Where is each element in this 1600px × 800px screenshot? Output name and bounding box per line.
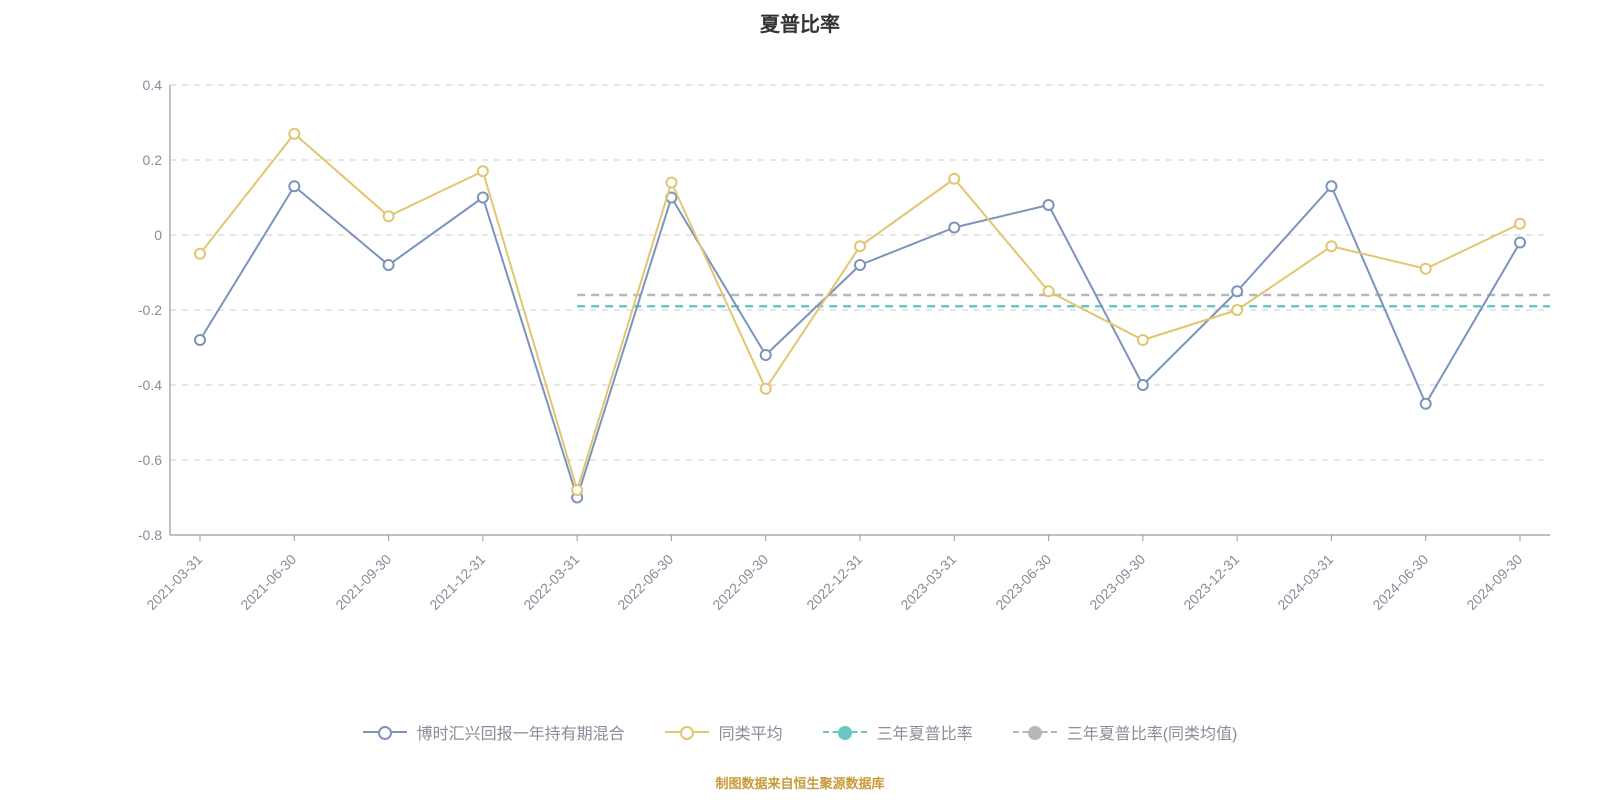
plot-area xyxy=(170,85,1550,535)
y-tick-label: 0 xyxy=(112,227,162,243)
x-tick-label: 2021-09-30 xyxy=(332,551,394,613)
x-tick-label: 2022-03-31 xyxy=(520,551,582,613)
series-marker xyxy=(761,350,771,360)
legend-marker xyxy=(838,726,852,740)
series-marker xyxy=(1515,219,1525,229)
x-tick-label: 2022-12-31 xyxy=(803,551,865,613)
legend-swatch xyxy=(665,731,709,733)
x-tick-label: 2021-06-30 xyxy=(238,551,300,613)
legend-marker xyxy=(1028,726,1042,740)
x-tick-label: 2023-09-30 xyxy=(1086,551,1148,613)
y-tick-label: 0.2 xyxy=(112,152,162,168)
series-marker xyxy=(1138,380,1148,390)
series-marker xyxy=(384,211,394,221)
series-marker xyxy=(1232,305,1242,315)
legend-label: 三年夏普比率 xyxy=(877,720,973,744)
x-tick-label: 2024-09-30 xyxy=(1463,551,1525,613)
plot-svg xyxy=(170,85,1550,535)
series-marker xyxy=(1421,264,1431,274)
y-tick-label: 0.4 xyxy=(112,77,162,93)
legend-label: 博时汇兴回报一年持有期混合 xyxy=(417,720,625,744)
sharpe-ratio-chart: 夏普比率 -0.8 -0.6 -0.4 -0.2 0 0.2 0.4 2021-03-31 2… xyxy=(0,0,1600,800)
series-marker xyxy=(1326,241,1336,251)
legend-label: 同类平均 xyxy=(719,720,783,744)
series-marker xyxy=(195,335,205,345)
legend-item: 三年夏普比率(同类均值) xyxy=(1013,720,1238,744)
legend-label: 三年夏普比率(同类均值) xyxy=(1067,720,1238,744)
chart-title: 夏普比率 xyxy=(0,8,1600,37)
legend-item: 同类平均 xyxy=(665,720,783,744)
legend: 博时汇兴回报一年持有期混合 同类平均 三年夏普比率 三年夏普比率(同类均值) xyxy=(0,720,1600,744)
legend-swatch xyxy=(823,731,867,733)
y-tick-label: -0.6 xyxy=(112,452,162,468)
x-tick-label: 2024-03-31 xyxy=(1275,551,1337,613)
y-tick-label: -0.4 xyxy=(112,377,162,393)
series-marker xyxy=(666,178,676,188)
series-marker xyxy=(289,181,299,191)
legend-marker xyxy=(378,726,392,740)
series-marker xyxy=(761,384,771,394)
x-tick-label: 2023-03-31 xyxy=(898,551,960,613)
chart-footer: 制图数据来自恒生聚源数据库 xyxy=(0,773,1600,792)
x-tick-label: 2021-03-31 xyxy=(143,551,205,613)
legend-swatch xyxy=(363,731,407,733)
series-marker xyxy=(478,166,488,176)
x-tick-label: 2023-12-31 xyxy=(1180,551,1242,613)
legend-item: 博时汇兴回报一年持有期混合 xyxy=(363,720,625,744)
x-tick-label: 2022-09-30 xyxy=(709,551,771,613)
series-marker xyxy=(1421,399,1431,409)
series-marker xyxy=(949,223,959,233)
series-marker xyxy=(855,241,865,251)
x-tick-label: 2023-06-30 xyxy=(992,551,1054,613)
y-tick-label: -0.2 xyxy=(112,302,162,318)
series-marker xyxy=(855,260,865,270)
series-marker xyxy=(195,249,205,259)
series-marker xyxy=(572,485,582,495)
x-tick-label: 2021-12-31 xyxy=(426,551,488,613)
series-marker xyxy=(949,174,959,184)
x-tick-label: 2022-06-30 xyxy=(615,551,677,613)
series-marker xyxy=(1326,181,1336,191)
series-line xyxy=(200,134,1520,490)
series-marker xyxy=(1138,335,1148,345)
series-marker xyxy=(1515,238,1525,248)
legend-swatch xyxy=(1013,731,1057,733)
y-tick-label: -0.8 xyxy=(112,527,162,543)
series-marker xyxy=(1232,286,1242,296)
series-marker xyxy=(289,129,299,139)
series-marker xyxy=(384,260,394,270)
legend-item: 三年夏普比率 xyxy=(823,720,973,744)
legend-marker xyxy=(680,726,694,740)
series-marker xyxy=(1044,286,1054,296)
x-tick-label: 2024-06-30 xyxy=(1369,551,1431,613)
series-line xyxy=(200,186,1520,497)
series-marker xyxy=(478,193,488,203)
series-marker xyxy=(1044,200,1054,210)
